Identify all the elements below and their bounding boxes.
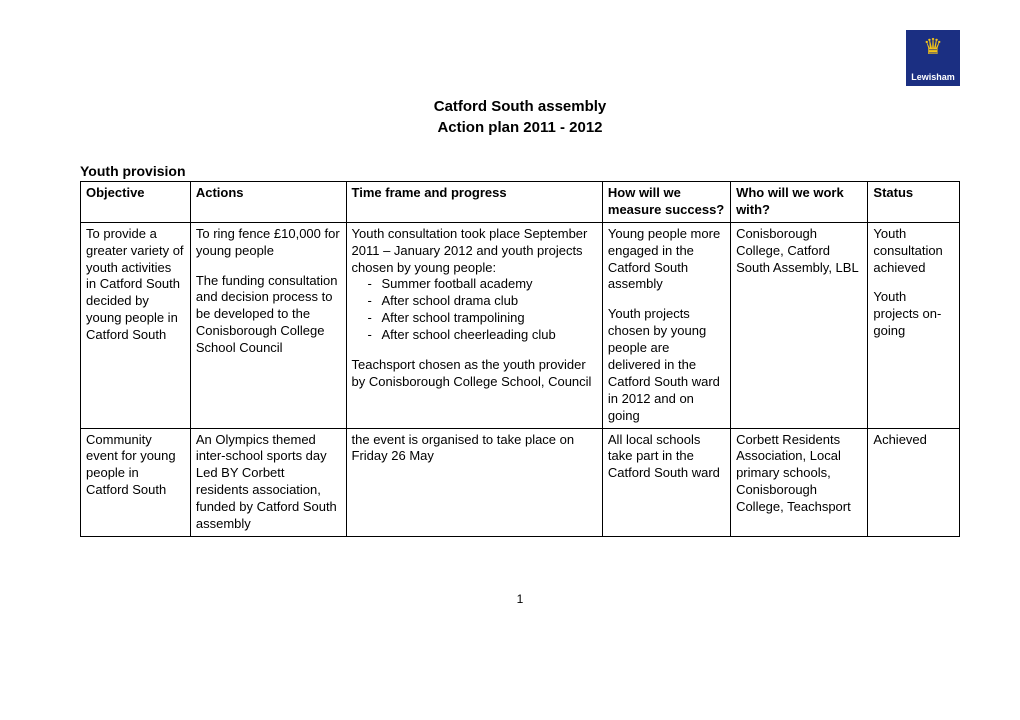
lewisham-logo: ♛ Lewisham xyxy=(906,30,960,86)
cell-actions: An Olympics themed inter-school sports d… xyxy=(190,428,346,536)
cell-measure: Young people more engaged in the Catford… xyxy=(602,222,730,428)
actions-p1: To ring fence £10,000 for young people xyxy=(196,226,340,258)
cell-who: Corbett Residents Association, Local pri… xyxy=(731,428,868,536)
title-line-2: Action plan 2011 - 2012 xyxy=(80,117,960,138)
title-line-1: Catford South assembly xyxy=(80,96,960,117)
bullet-item: Summer football academy xyxy=(382,276,597,293)
status-p1: Youth consultation achieved xyxy=(873,226,942,275)
col-header-objective: Objective xyxy=(81,182,191,223)
timeframe-intro: Youth consultation took place September … xyxy=(352,226,588,275)
measure-p1: Young people more engaged in the Catford… xyxy=(608,226,720,292)
col-header-who: Who will we work with? xyxy=(731,182,868,223)
col-header-status: Status xyxy=(868,182,960,223)
page-number: 1 xyxy=(80,592,960,606)
cell-objective: Community event for young people in Catf… xyxy=(81,428,191,536)
cell-timeframe: Youth consultation took place September … xyxy=(346,222,602,428)
cell-status: Achieved xyxy=(868,428,960,536)
logo-container: ♛ Lewisham xyxy=(80,30,960,86)
status-p2: Youth projects on-going xyxy=(873,289,941,338)
table-row: To provide a greater variety of youth ac… xyxy=(81,222,960,428)
timeframe-outro: Teachsport chosen as the youth provider … xyxy=(352,357,592,389)
actions-p2: The funding consultation and decision pr… xyxy=(196,273,338,356)
col-header-timeframe: Time frame and progress xyxy=(346,182,602,223)
logo-org-text: Lewisham xyxy=(906,72,960,82)
cell-status: Youth consultation achieved Youth projec… xyxy=(868,222,960,428)
cell-timeframe: the event is organised to take place on … xyxy=(346,428,602,536)
bullet-item: After school cheerleading club xyxy=(382,327,597,344)
table-header-row: Objective Actions Time frame and progres… xyxy=(81,182,960,223)
action-plan-table: Objective Actions Time frame and progres… xyxy=(80,181,960,537)
section-heading: Youth provision xyxy=(80,163,960,179)
measure-p2: Youth projects chosen by young people ar… xyxy=(608,306,720,422)
col-header-measure: How will we measure success? xyxy=(602,182,730,223)
bullet-item: After school drama club xyxy=(382,293,597,310)
cell-actions: To ring fence £10,000 for young people T… xyxy=(190,222,346,428)
cell-objective: To provide a greater variety of youth ac… xyxy=(81,222,191,428)
bullet-item: After school trampolining xyxy=(382,310,597,327)
col-header-actions: Actions xyxy=(190,182,346,223)
crown-icon: ♛ xyxy=(923,36,943,58)
cell-who: Conisborough College, Catford South Asse… xyxy=(731,222,868,428)
page-title: Catford South assembly Action plan 2011 … xyxy=(80,96,960,138)
cell-measure: All local schools take part in the Catfo… xyxy=(602,428,730,536)
table-row: Community event for young people in Catf… xyxy=(81,428,960,536)
timeframe-bullets: Summer football academy After school dra… xyxy=(382,276,597,344)
